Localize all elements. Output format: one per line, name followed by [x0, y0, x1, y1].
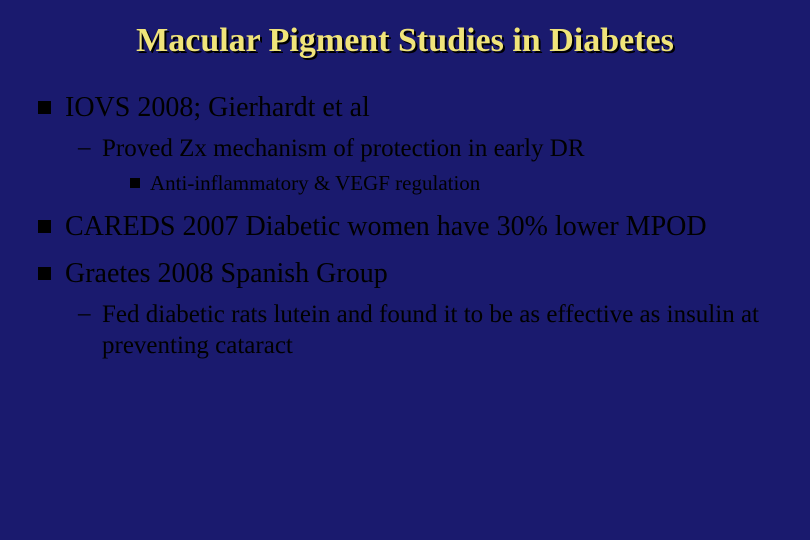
list-item: – Proved Zx mechanism of protection in e… — [78, 133, 772, 164]
slide-title: Macular Pigment Studies in Diabetes Macu… — [38, 22, 772, 60]
list-item: – Fed diabetic rats lutein and found it … — [78, 299, 772, 362]
slide: Macular Pigment Studies in Diabetes Macu… — [0, 0, 810, 540]
list-item-text: CAREDS 2007 Diabetic women have 30% lowe… — [65, 209, 772, 244]
bullet-list: IOVS 2008; Gierhardt et al – Proved Zx m… — [38, 90, 772, 361]
title-text: Macular Pigment Studies in Diabetes — [136, 22, 674, 59]
list-item-text: Graetes 2008 Spanish Group — [65, 256, 772, 291]
dash-bullet-icon: – — [78, 133, 90, 163]
dash-bullet-icon: – — [78, 299, 90, 329]
list-item-text: IOVS 2008; Gierhardt et al — [65, 90, 772, 125]
square-bullet-icon — [38, 101, 51, 114]
square-bullet-icon — [38, 220, 51, 233]
list-item-text: Fed diabetic rats lutein and found it to… — [102, 299, 772, 362]
list-item-text: Proved Zx mechanism of protection in ear… — [102, 133, 772, 164]
list-item: Graetes 2008 Spanish Group — [38, 256, 772, 291]
square-bullet-icon — [38, 267, 51, 280]
list-item: IOVS 2008; Gierhardt et al — [38, 90, 772, 125]
list-item-text: Anti-inflammatory & VEGF regulation — [150, 170, 772, 196]
list-item: Anti-inflammatory & VEGF regulation — [130, 170, 772, 196]
square-bullet-icon — [130, 178, 140, 188]
list-item: CAREDS 2007 Diabetic women have 30% lowe… — [38, 209, 772, 244]
